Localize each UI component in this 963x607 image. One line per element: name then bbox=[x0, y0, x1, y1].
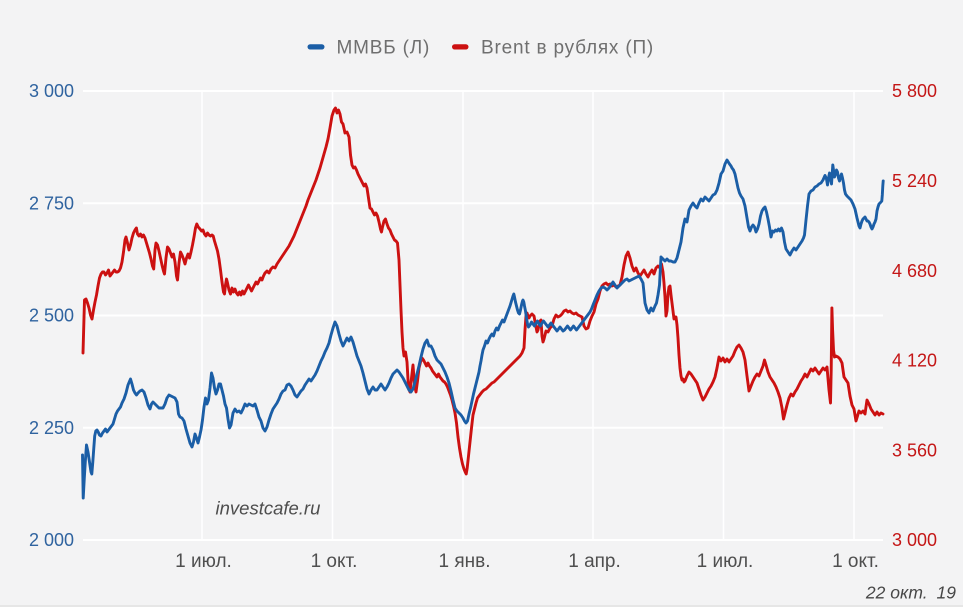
svg-text:5 240: 5 240 bbox=[892, 171, 937, 191]
svg-text:4 680: 4 680 bbox=[892, 261, 937, 281]
svg-text:5 800: 5 800 bbox=[892, 81, 937, 101]
svg-text:2 000: 2 000 bbox=[29, 530, 74, 550]
svg-text:Brent в рублях (П): Brent в рублях (П) bbox=[481, 38, 654, 59]
svg-text:2 250: 2 250 bbox=[29, 418, 74, 438]
svg-text:1 июл.: 1 июл. bbox=[697, 551, 754, 572]
svg-text:1 окт.: 1 окт. bbox=[311, 551, 358, 572]
svg-text:2 500: 2 500 bbox=[29, 306, 74, 326]
svg-text:3 000: 3 000 bbox=[29, 81, 74, 101]
svg-text:1 апр.: 1 апр. bbox=[568, 551, 621, 572]
svg-text:1 янв.: 1 янв. bbox=[439, 551, 491, 572]
svg-text:3 000: 3 000 bbox=[892, 530, 937, 550]
svg-text:4 120: 4 120 bbox=[892, 351, 937, 371]
svg-text:investcafe.ru: investcafe.ru bbox=[216, 498, 321, 519]
svg-text:3 560: 3 560 bbox=[892, 440, 937, 460]
svg-text:2 750: 2 750 bbox=[29, 193, 74, 213]
svg-text:22 окт. 19: 22 окт. 19 bbox=[865, 583, 956, 603]
svg-text:1 окт.: 1 окт. bbox=[832, 551, 879, 572]
svg-text:1 июл.: 1 июл. bbox=[175, 551, 232, 572]
svg-text:ММВБ (Л): ММВБ (Л) bbox=[337, 38, 431, 59]
